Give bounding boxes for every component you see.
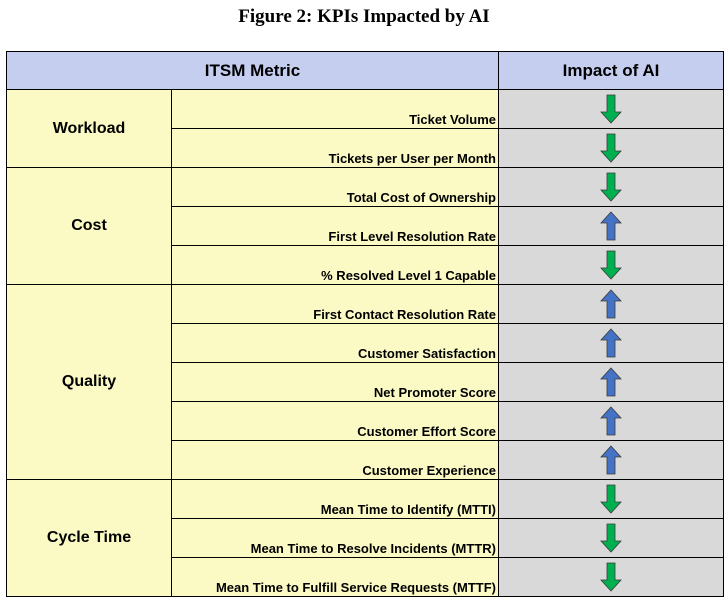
arrow-up-icon: [600, 211, 622, 241]
table-row: Quality First Contact Resolution Rate: [6, 284, 724, 480]
impact-cell: [498, 323, 724, 363]
arrow-up-icon: [600, 367, 622, 397]
metric-label: Tickets per User per Month: [328, 151, 496, 166]
group-label: Quality: [6, 284, 172, 480]
impact-cell: [498, 362, 724, 402]
arrow-down-icon: [600, 562, 622, 592]
table-row: Customer Effort Score: [7, 401, 724, 441]
impact-of-ai-header: Impact of AI: [498, 51, 724, 90]
metric-cell: Mean Time to Fulfill Service Requests (M…: [171, 557, 499, 597]
impact-cell: [498, 440, 724, 480]
metric-label: Total Cost of Ownership: [346, 190, 496, 205]
group-label: Cost: [6, 167, 172, 285]
impact-cell: [498, 89, 724, 129]
metric-cell: Total Cost of Ownership: [171, 167, 499, 207]
metric-label: % Resolved Level 1 Capable: [321, 268, 496, 283]
table-row: Customer Satisfaction: [7, 323, 724, 363]
metric-label: Customer Experience: [362, 463, 496, 478]
table-row: Workload Ticket Volume: [6, 89, 724, 168]
table-row: Cycle Time Mean Time to Identify (MTTI): [6, 479, 724, 597]
impact-cell: [498, 284, 724, 324]
metric-cell: Net Promoter Score: [171, 362, 499, 402]
table-row: Net Promoter Score: [7, 362, 724, 402]
kpi-table-body: Workload Ticket Volume Tickets per User pe…: [6, 89, 724, 597]
table-row: % Resolved Level 1 Capable: [7, 245, 724, 285]
figure-title: Figure 2: KPIs Impacted by AI: [238, 6, 490, 27]
metric-cell: % Resolved Level 1 Capable: [171, 245, 499, 285]
kpi-table: ITSM Metric Impact of AI Workload Ticket …: [6, 51, 724, 597]
metric-cell: Mean Time to Resolve Incidents (MTTR): [171, 518, 499, 558]
metric-label: Customer Satisfaction: [358, 346, 496, 361]
impact-cell: [498, 518, 724, 558]
metric-cell: Customer Effort Score: [171, 401, 499, 441]
impact-cell: [498, 128, 724, 168]
impact-cell: [498, 401, 724, 441]
itsm-metric-header: ITSM Metric: [6, 51, 499, 90]
metric-label: Net Promoter Score: [373, 385, 496, 400]
arrow-up-icon: [600, 445, 622, 475]
metric-label: Mean Time to Fulfill Service Requests (M…: [215, 580, 496, 595]
metric-label: Customer Effort Score: [357, 424, 496, 439]
metric-label: Mean Time to Identify (MTTI): [320, 502, 496, 517]
impact-cell: [498, 557, 724, 597]
table-row: First Level Resolution Rate: [7, 206, 724, 246]
arrow-down-icon: [600, 172, 622, 202]
metric-cell: Tickets per User per Month: [171, 128, 499, 168]
metric-cell: First Contact Resolution Rate: [171, 284, 499, 324]
impact-cell: [498, 167, 724, 207]
arrow-up-icon: [600, 406, 622, 436]
arrow-down-icon: [600, 523, 622, 553]
table-row: Mean Time to Fulfill Service Requests (M…: [7, 557, 724, 597]
impact-cell: [498, 245, 724, 285]
metric-label: First Contact Resolution Rate: [313, 307, 496, 322]
arrow-up-icon: [600, 328, 622, 358]
table-row: Cost Total Cost of Ownership: [6, 167, 724, 285]
metric-cell: Customer Experience: [171, 440, 499, 480]
group-label: Cycle Time: [6, 479, 172, 597]
impact-cell: [498, 479, 724, 519]
metric-label: Ticket Volume: [409, 112, 496, 127]
metric-cell: First Level Resolution Rate: [171, 206, 499, 246]
table-row: Customer Experience: [7, 440, 724, 480]
metric-cell: Mean Time to Identify (MTTI): [171, 479, 499, 519]
metric-label: Mean Time to Resolve Incidents (MTTR): [250, 541, 496, 556]
metric-cell: Customer Satisfaction: [171, 323, 499, 363]
table-row: Mean Time to Resolve Incidents (MTTR): [7, 518, 724, 558]
arrow-down-icon: [600, 133, 622, 163]
arrow-down-icon: [600, 94, 622, 124]
arrow-down-icon: [600, 250, 622, 280]
impact-cell: [498, 206, 724, 246]
metric-label: First Level Resolution Rate: [328, 229, 496, 244]
metric-cell: Ticket Volume: [171, 89, 499, 129]
table-header-row: ITSM Metric Impact of AI: [6, 51, 724, 90]
group-label: Workload: [6, 89, 172, 168]
table-row: Tickets per User per Month: [7, 128, 724, 168]
arrow-up-icon: [600, 289, 622, 319]
arrow-down-icon: [600, 484, 622, 514]
